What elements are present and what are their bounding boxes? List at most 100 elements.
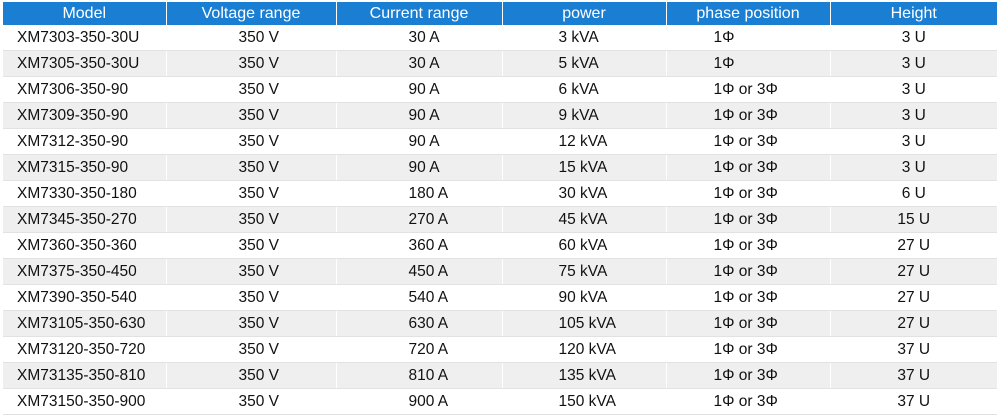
- cell-height: 37 U: [830, 388, 997, 415]
- cell-power: 105 kVA: [502, 310, 667, 337]
- cell-current: 90 A: [336, 102, 503, 129]
- cell-power: 120 kVA: [502, 336, 667, 363]
- table-row: XM73135-350-810 350 V 810 A 135 kVA 1Φ or 3Φ…: [3, 362, 997, 389]
- cell-current: 540 A: [336, 284, 503, 311]
- cell-phase: 1Φ or 3Φ: [666, 388, 831, 415]
- cell-phase: 1Φ or 3Φ: [666, 336, 831, 363]
- cell-current: 270 A: [336, 206, 503, 233]
- cell-phase: 1Φ or 3Φ: [666, 310, 831, 337]
- cell-height: 3 U: [830, 154, 997, 181]
- table-row: XM7330-350-180 350 V 180 A 30 kVA 1Φ or 3Φ 6 …: [3, 180, 997, 207]
- cell-phase: 1Φ or 3Φ: [666, 206, 831, 233]
- cell-power: 9 kVA: [502, 102, 667, 129]
- cell-power: 30 kVA: [502, 180, 667, 207]
- table-row: XM73105-350-630 350 V 630 A 105 kVA 1Φ or 3Φ…: [3, 310, 997, 337]
- cell-height: 27 U: [830, 284, 997, 311]
- cell-model: XM7306-350-90: [3, 76, 167, 103]
- cell-current: 90 A: [336, 76, 503, 103]
- cell-current: 630 A: [336, 310, 503, 337]
- cell-model: XM73105-350-630: [3, 310, 167, 337]
- cell-power: 150 kVA: [502, 388, 667, 415]
- cell-height: 15 U: [830, 206, 997, 233]
- table-row: XM73150-350-900 350 V 900 A 150 kVA 1Φ or 3Φ…: [3, 388, 997, 415]
- cell-height: 3 U: [830, 25, 997, 51]
- cell-power: 5 kVA: [502, 50, 667, 77]
- cell-model: XM7309-350-90: [3, 102, 167, 129]
- cell-model: XM7345-350-270: [3, 206, 167, 233]
- cell-model: XM7315-350-90: [3, 154, 167, 181]
- cell-phase: 1Φ: [666, 50, 831, 77]
- cell-current: 720 A: [336, 336, 503, 363]
- cell-height: 27 U: [830, 310, 997, 337]
- header-model: Model: [3, 2, 167, 25]
- cell-power: 135 kVA: [502, 362, 667, 389]
- cell-current: 90 A: [336, 128, 503, 155]
- header-voltage-range: Voltage range: [166, 2, 337, 25]
- cell-height: 3 U: [830, 50, 997, 77]
- cell-model: XM7390-350-540: [3, 284, 167, 311]
- cell-height: 3 U: [830, 76, 997, 103]
- cell-model: XM7303-350-30U: [3, 25, 167, 51]
- cell-height: 27 U: [830, 258, 997, 285]
- cell-phase: 1Φ: [666, 25, 831, 51]
- spec-table: Model Voltage range Current range power …: [3, 2, 997, 415]
- cell-phase: 1Φ or 3Φ: [666, 180, 831, 207]
- table-row: XM7312-350-90 350 V 90 A 12 kVA 1Φ or 3Φ 3 U: [3, 128, 997, 155]
- table-row: XM7360-350-360 350 V 360 A 60 kVA 1Φ or 3Φ 27…: [3, 232, 997, 259]
- cell-voltage: 350 V: [166, 154, 337, 181]
- cell-voltage: 350 V: [166, 102, 337, 129]
- cell-voltage: 350 V: [166, 336, 337, 363]
- cell-voltage: 350 V: [166, 180, 337, 207]
- cell-height: 3 U: [830, 128, 997, 155]
- cell-power: 45 kVA: [502, 206, 667, 233]
- cell-voltage: 350 V: [166, 388, 337, 415]
- cell-power: 90 kVA: [502, 284, 667, 311]
- cell-power: 15 kVA: [502, 154, 667, 181]
- cell-power: 60 kVA: [502, 232, 667, 259]
- cell-voltage: 350 V: [166, 362, 337, 389]
- cell-phase: 1Φ or 3Φ: [666, 154, 831, 181]
- table-row: XM7345-350-270 350 V 270 A 45 kVA 1Φ or 3Φ 15…: [3, 206, 997, 233]
- cell-power: 12 kVA: [502, 128, 667, 155]
- cell-phase: 1Φ or 3Φ: [666, 102, 831, 129]
- cell-voltage: 350 V: [166, 50, 337, 77]
- cell-phase: 1Φ or 3Φ: [666, 258, 831, 285]
- cell-phase: 1Φ or 3Φ: [666, 362, 831, 389]
- cell-height: 37 U: [830, 336, 997, 363]
- cell-voltage: 350 V: [166, 258, 337, 285]
- header-row: Model Voltage range Current range power …: [3, 2, 997, 25]
- header-power: power: [502, 2, 667, 25]
- cell-current: 180 A: [336, 180, 503, 207]
- cell-current: 900 A: [336, 388, 503, 415]
- cell-height: 6 U: [830, 180, 997, 207]
- cell-current: 30 A: [336, 50, 503, 77]
- cell-current: 90 A: [336, 154, 503, 181]
- cell-phase: 1Φ or 3Φ: [666, 284, 831, 311]
- header-height: Height: [830, 2, 997, 25]
- cell-voltage: 350 V: [166, 284, 337, 311]
- cell-model: XM7305-350-30U: [3, 50, 167, 77]
- cell-model: XM7375-350-450: [3, 258, 167, 285]
- cell-model: XM73135-350-810: [3, 362, 167, 389]
- cell-voltage: 350 V: [166, 206, 337, 233]
- table-row: XM7315-350-90 350 V 90 A 15 kVA 1Φ or 3Φ 3 U: [3, 154, 997, 181]
- cell-power: 75 kVA: [502, 258, 667, 285]
- cell-current: 450 A: [336, 258, 503, 285]
- header-current-range: Current range: [336, 2, 503, 25]
- cell-phase: 1Φ or 3Φ: [666, 128, 831, 155]
- cell-model: XM7360-350-360: [3, 232, 167, 259]
- table-row: XM7390-350-540 350 V 540 A 90 kVA 1Φ or 3Φ 27…: [3, 284, 997, 311]
- cell-height: 3 U: [830, 102, 997, 129]
- cell-model: XM73150-350-900: [3, 388, 167, 415]
- cell-model: XM7330-350-180: [3, 180, 167, 207]
- cell-power: 3 kVA: [502, 25, 667, 51]
- table-row: XM73120-350-720 350 V 720 A 120 kVA 1Φ or 3Φ…: [3, 336, 997, 363]
- header-phase-position: phase position: [666, 2, 831, 25]
- cell-model: XM73120-350-720: [3, 336, 167, 363]
- cell-voltage: 350 V: [166, 232, 337, 259]
- table-row: XM7375-350-450 350 V 450 A 75 kVA 1Φ or 3Φ 27…: [3, 258, 997, 285]
